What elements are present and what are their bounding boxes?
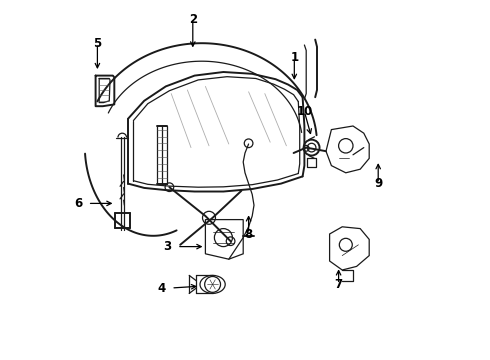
Text: 9: 9 — [374, 177, 382, 190]
Text: 7: 7 — [335, 278, 343, 291]
Text: 10: 10 — [296, 105, 313, 118]
Text: 4: 4 — [158, 282, 166, 294]
Text: 1: 1 — [290, 51, 298, 64]
Text: 2: 2 — [189, 13, 197, 26]
Text: 8: 8 — [245, 228, 253, 240]
Text: 6: 6 — [74, 197, 82, 210]
Text: 3: 3 — [164, 240, 171, 253]
Text: 5: 5 — [93, 37, 101, 50]
